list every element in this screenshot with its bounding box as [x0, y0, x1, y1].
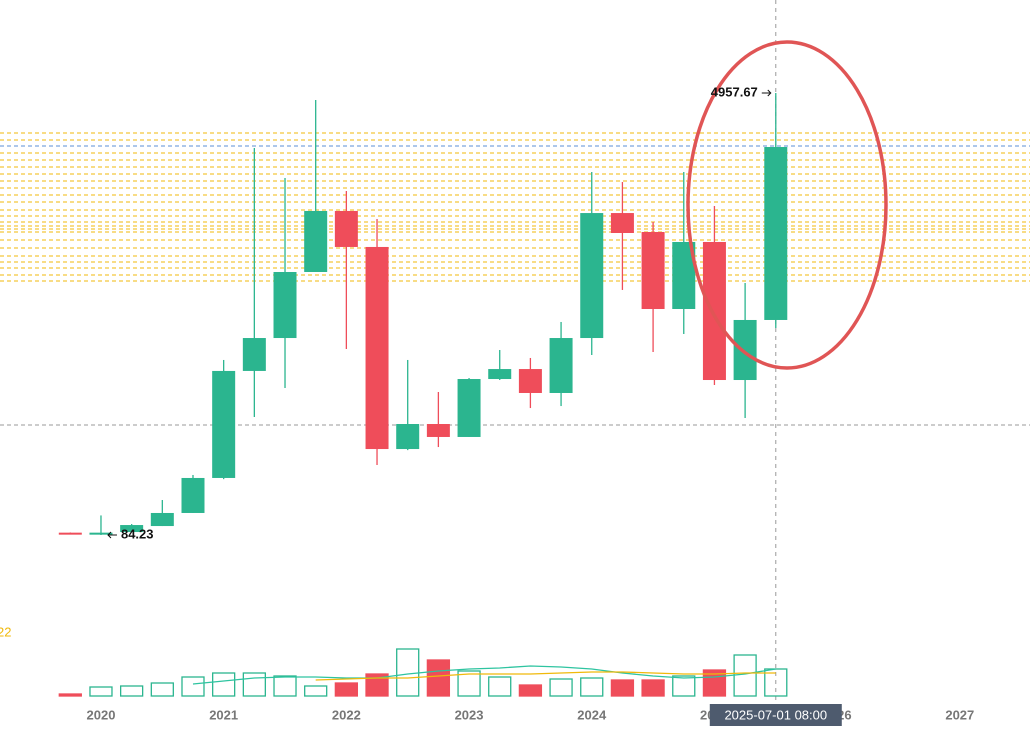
x-tick-label: 2027 — [945, 707, 974, 722]
x-tick-label: 2023 — [455, 707, 484, 722]
volume-bar — [488, 676, 512, 697]
volume-bar — [426, 659, 451, 697]
candle-body — [672, 241, 696, 310]
volume-bar — [89, 686, 113, 697]
candle-body — [181, 477, 205, 513]
crosshair-label-box — [709, 704, 842, 726]
max-label: 4957.67 — [711, 84, 758, 99]
candle-body — [488, 369, 512, 380]
volume-bar — [273, 675, 297, 697]
candle-body — [518, 369, 542, 393]
volume-bar — [181, 676, 205, 697]
crosshair-label: 2025-07-01 08:00 — [724, 707, 827, 722]
candle-body — [89, 532, 113, 535]
candle-body — [334, 210, 358, 247]
candle-body — [426, 424, 450, 437]
volume-ma-line — [315, 671, 776, 681]
volume-bar — [549, 678, 573, 697]
volume-bar — [242, 672, 266, 697]
candle-body — [304, 210, 328, 272]
volume-label: 22 — [0, 624, 11, 639]
candle-body — [273, 271, 297, 339]
candle-body — [242, 338, 266, 371]
candle-body — [365, 246, 389, 450]
volume-bar — [334, 682, 359, 697]
levels — [0, 0, 1030, 712]
min-label: 84.23 — [121, 526, 154, 541]
candle-body — [549, 338, 573, 393]
volume-bar — [641, 679, 665, 697]
highlight-ellipse — [686, 40, 888, 370]
candle-body — [457, 379, 481, 437]
volume-bar — [518, 684, 543, 697]
candle-body — [212, 370, 236, 478]
candle-body — [702, 241, 726, 381]
volume-bar — [457, 670, 481, 697]
volume-bar — [365, 673, 389, 697]
candle-body — [396, 424, 420, 450]
candle-body — [580, 213, 604, 339]
candle-body — [58, 532, 82, 535]
volume-bar — [610, 679, 635, 697]
candle-body — [733, 319, 757, 381]
x-tick-label: 2021 — [209, 707, 238, 722]
candle-body — [120, 525, 144, 533]
volume-bar — [580, 677, 604, 697]
candle-body — [764, 147, 788, 320]
plot — [58, 92, 788, 697]
volume-bar — [150, 682, 174, 697]
x-tick-label: 2024 — [577, 707, 607, 722]
x-tick-label: 2020 — [87, 707, 116, 722]
max-arrow — [761, 89, 772, 97]
candle-body — [150, 512, 174, 527]
volume-bar — [212, 672, 236, 697]
volume-bar — [304, 685, 328, 697]
volume-bar — [672, 675, 696, 697]
min-arrow — [107, 531, 117, 539]
x-tick-label: 2022 — [332, 707, 361, 722]
candle-body — [641, 232, 665, 310]
volume-bar — [119, 685, 144, 697]
volume-ma-line — [192, 665, 776, 685]
candle-body — [610, 213, 634, 233]
volume-bar — [58, 693, 82, 697]
